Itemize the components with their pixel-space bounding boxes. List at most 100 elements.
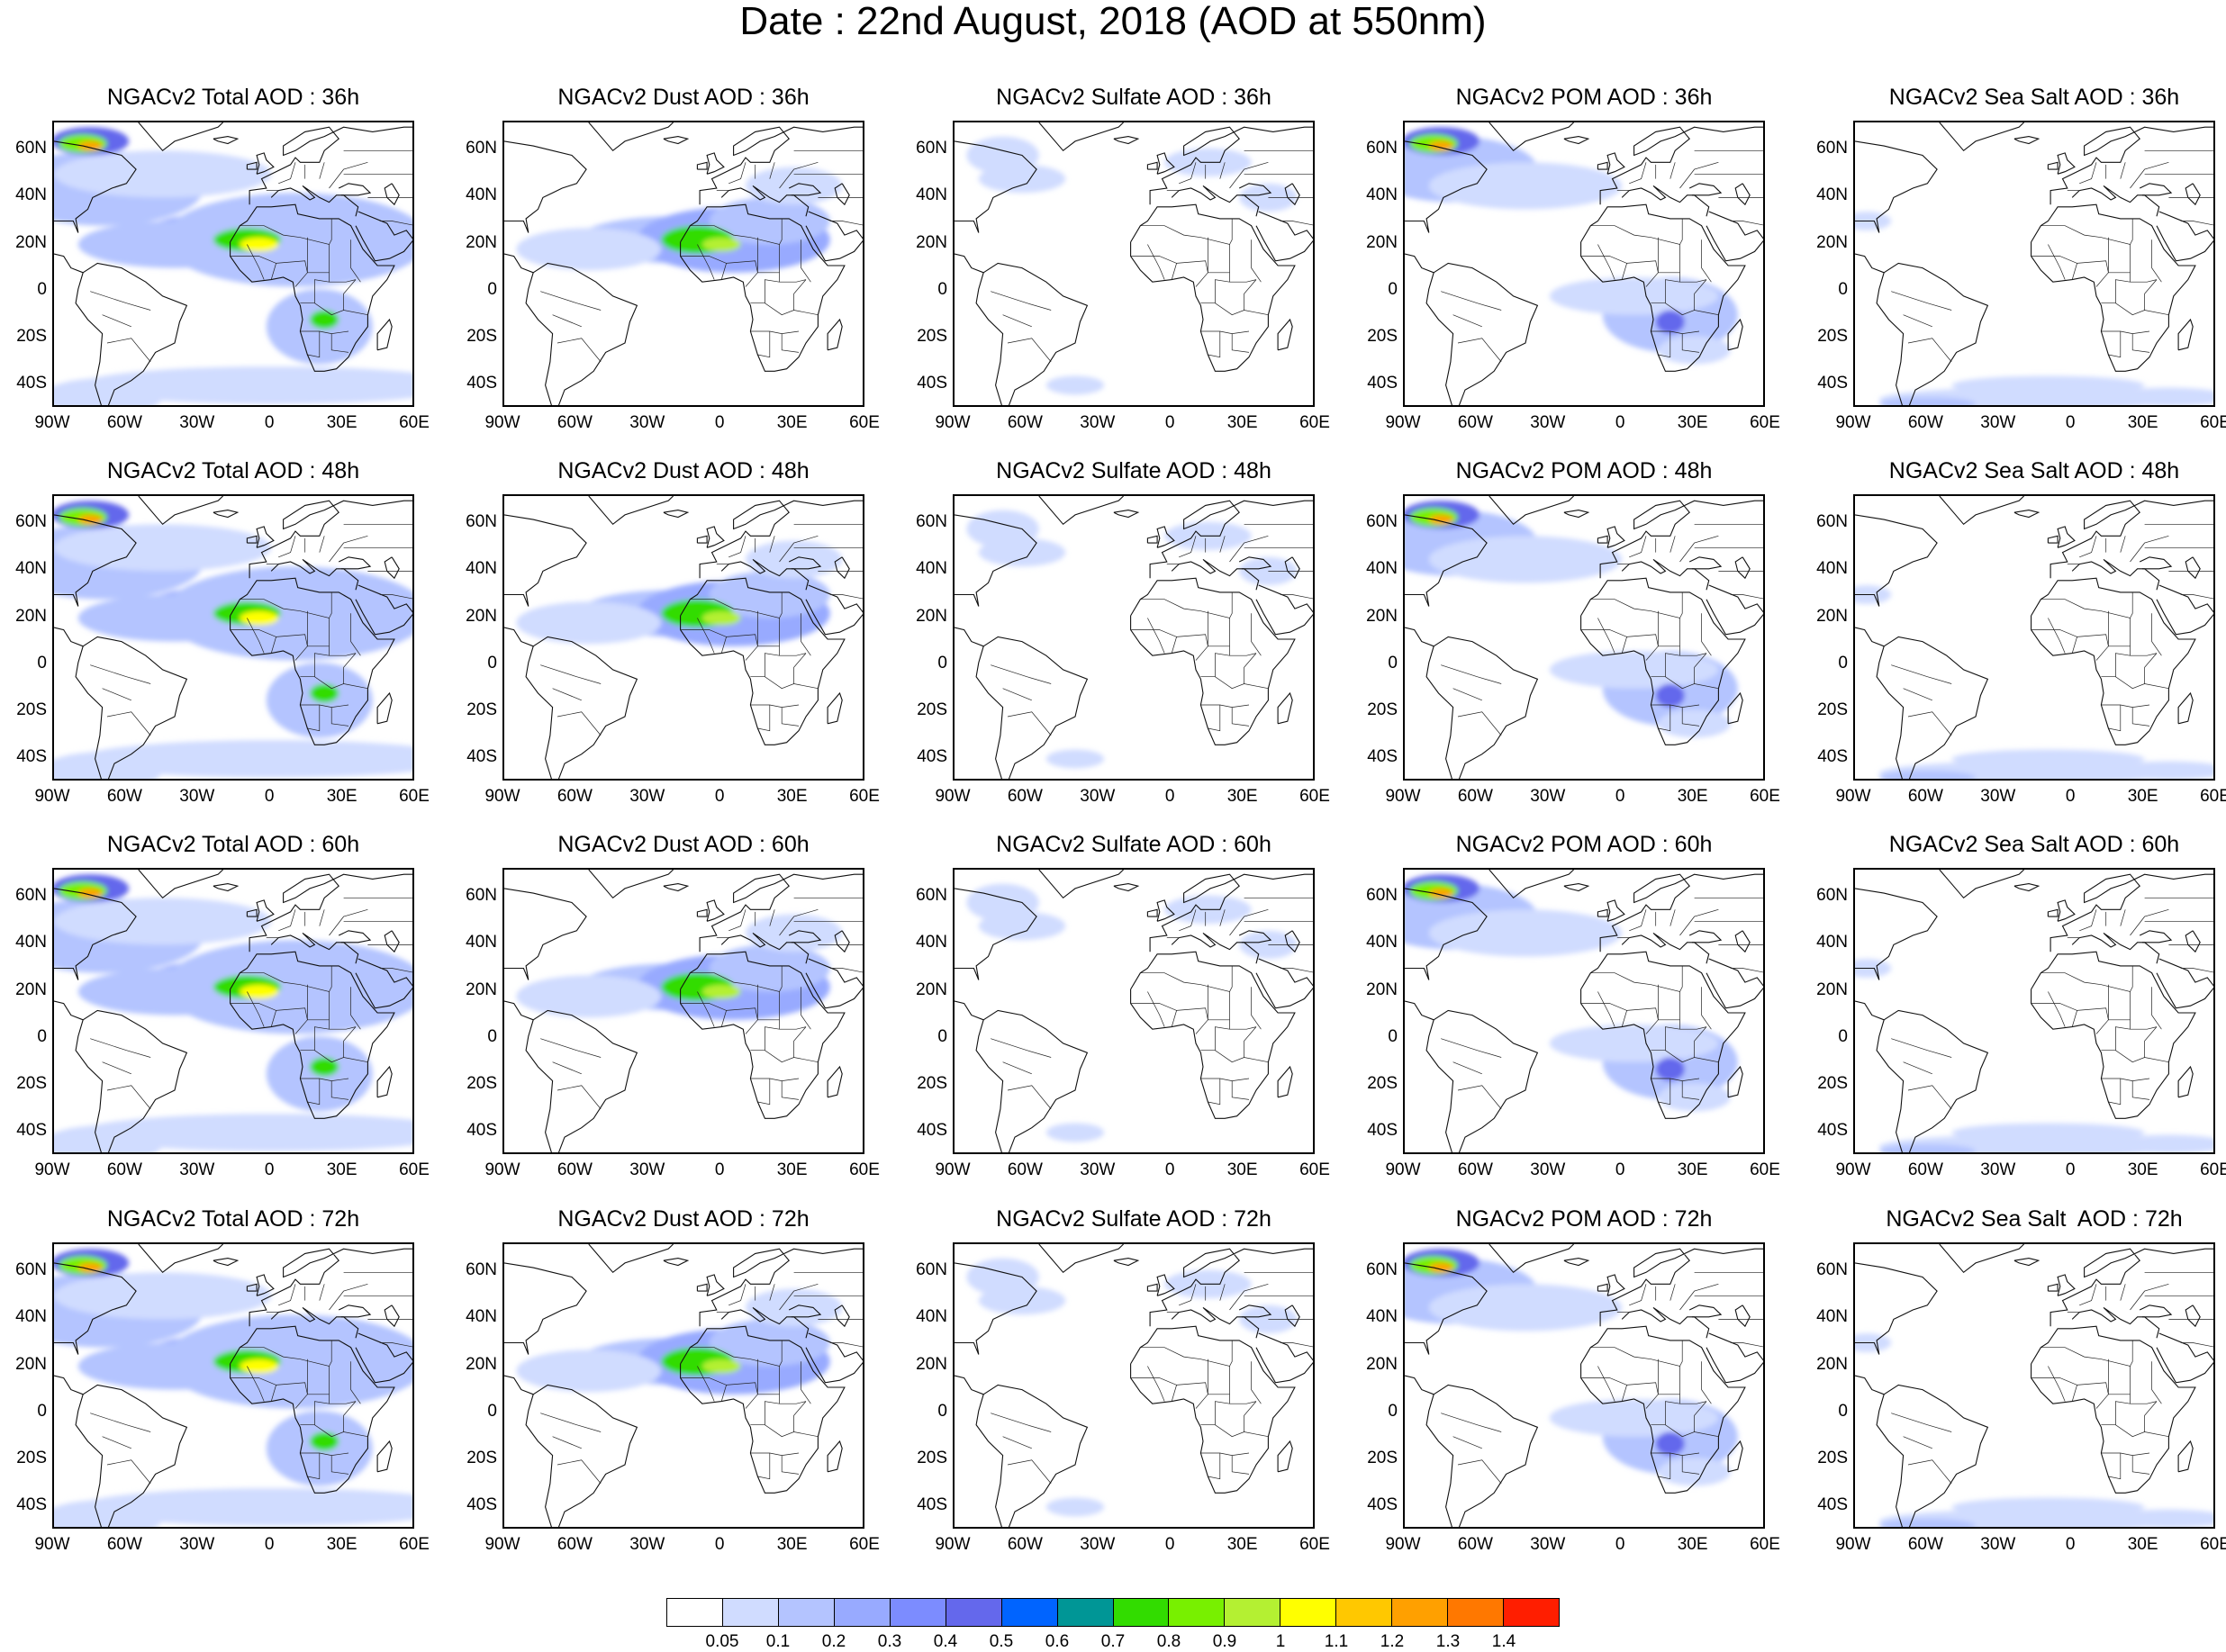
country-border (300, 676, 368, 690)
country-border (781, 707, 800, 727)
lon-tick-label: 60W (556, 1535, 593, 1554)
aod-plume (1658, 1458, 1731, 1486)
country-border (247, 1366, 265, 1402)
country-border (991, 1413, 1052, 1432)
country-border (247, 991, 265, 1027)
country-border (750, 330, 800, 334)
lat-tick-label: 20S (16, 1448, 47, 1467)
coastline (246, 908, 258, 917)
country-border (2101, 1424, 2169, 1438)
lon-tick-label: 60W (1457, 1160, 1493, 1179)
country-border (801, 987, 811, 1030)
country-border (1280, 221, 1313, 226)
coastline (663, 136, 690, 145)
lat-tick-label: 20N (916, 1354, 947, 1374)
coastline (1277, 318, 1293, 351)
lat-tick-label: 0 (1388, 653, 1398, 673)
lon-tick-label: 30W (1980, 1160, 2016, 1179)
panel-title: NGACv2 Sea Salt AOD : 60h (1888, 832, 2180, 857)
coastline (2031, 203, 2196, 372)
lat-tick-label: 40S (917, 1494, 947, 1514)
coastline (1405, 1262, 1488, 1355)
coastline (955, 888, 1037, 980)
coastline (1580, 577, 1746, 745)
country-border (1200, 1424, 1269, 1438)
country-border (1002, 1436, 1032, 1449)
lat-tick-label: 60N (15, 139, 47, 158)
lon-tick-label: 0 (264, 787, 275, 806)
coastline (249, 126, 412, 205)
country-border (1002, 1061, 1032, 1075)
country-border (307, 331, 321, 358)
lat-tick-label: 0 (487, 1401, 497, 1421)
coastline (1130, 1325, 1296, 1494)
coastline (696, 535, 708, 544)
lon-tick-label: 90W (1385, 413, 1421, 432)
country-border (1140, 218, 1233, 245)
lon-tick-label: 60E (1750, 1160, 1780, 1179)
aod-plume (701, 984, 741, 999)
coastline (706, 152, 725, 175)
coastline (1489, 122, 1574, 152)
country-border (2120, 909, 2126, 926)
lat-tick-label: 40S (1817, 373, 1848, 393)
coastline (1405, 140, 1488, 233)
lon-tick-label: 90W (935, 1535, 971, 1554)
country-border (350, 613, 361, 656)
country-border (1651, 1078, 1700, 1081)
colorbar-tick-label: 1.3 (1435, 1632, 1461, 1651)
lon-tick-label: 90W (1835, 1535, 1871, 1554)
aod-map-sulfate (953, 494, 1315, 781)
country-border (1219, 1284, 1226, 1301)
aod-map-dust (502, 494, 864, 781)
coastline (2139, 556, 2173, 570)
country-border (2151, 1361, 2162, 1404)
coastline (955, 1375, 984, 1395)
aod-map-seasalt (1853, 121, 2215, 407)
coastline (1706, 958, 1763, 1009)
coastline (338, 556, 372, 570)
country-border (1244, 1026, 1257, 1058)
lon-tick-label: 60E (849, 787, 880, 806)
lon-tick-label: 30W (1080, 1160, 1116, 1179)
coastline (1238, 930, 1272, 943)
country-border (1694, 653, 1707, 684)
country-border (2115, 1401, 2131, 1425)
coastline (230, 577, 395, 745)
lon-tick-label: 90W (484, 1160, 520, 1179)
coastline (213, 883, 240, 892)
aod-plume (1951, 1123, 2145, 1142)
colorbar-swatch (1336, 1599, 1393, 1626)
lat-tick-label: 20S (466, 700, 497, 719)
country-border (247, 618, 265, 654)
country-border (745, 237, 758, 287)
aod-plume (310, 683, 339, 703)
lat-tick-label: 40N (466, 559, 497, 579)
lat-tick-label: 40S (917, 746, 947, 766)
aod-plume (54, 150, 272, 198)
coastline (384, 930, 400, 953)
country-border (2101, 676, 2169, 690)
country-border (1651, 1424, 1719, 1438)
lat-tick-label: 60N (466, 886, 497, 906)
country-border (319, 1284, 325, 1301)
aod-plume (1549, 651, 1719, 689)
lon-tick-label: 60E (1299, 1535, 1330, 1554)
lat-tick-label: 40S (1817, 1120, 1848, 1140)
coastline (1425, 645, 1454, 779)
coastline (696, 161, 708, 170)
coastline (699, 126, 863, 205)
country-border (1651, 1050, 1719, 1063)
lat-tick-label: 0 (1838, 1026, 1848, 1046)
coastline (54, 1262, 137, 1355)
lat-tick-label: 20N (1366, 1354, 1398, 1374)
lat-tick-label: 60N (1816, 886, 1848, 906)
coastline (2185, 930, 2201, 953)
aod-plume (1045, 749, 1105, 769)
country-border (1171, 636, 1177, 654)
coastline (504, 514, 587, 607)
country-border (1251, 239, 1262, 283)
lat-tick-label: 40N (1816, 1307, 1848, 1327)
lat-tick-label: 60N (466, 512, 497, 532)
country-border (1200, 330, 1250, 334)
